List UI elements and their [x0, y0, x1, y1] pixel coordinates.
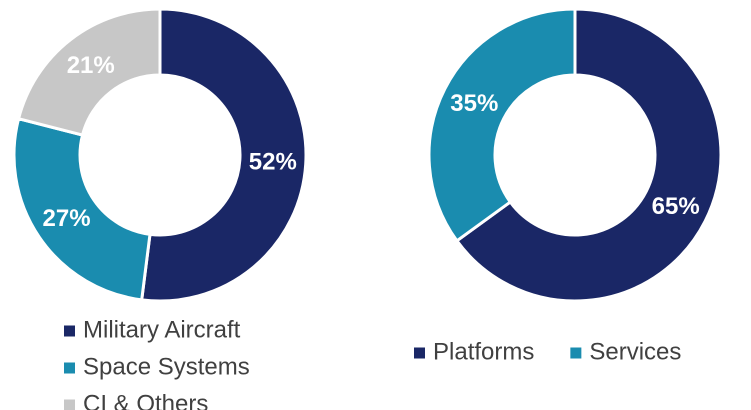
legend-marker — [64, 362, 75, 374]
legend-item-military-aircraft: Military Aircraft — [64, 317, 241, 344]
legend-label: Military Aircraft — [83, 317, 241, 344]
legend-item-space-systems: Space Systems — [64, 354, 250, 381]
legend: Platforms Services — [414, 339, 681, 366]
legend-item-services: Services — [570, 339, 681, 366]
legend-marker — [570, 347, 582, 359]
legend-item-platforms: Platforms — [414, 339, 534, 366]
legend-marker — [64, 325, 75, 337]
data-label-platforms: 65% — [652, 193, 700, 220]
donut-chart-left: 52% 27% 21% Military Aircraft Space Systems C… — [12, 7, 308, 410]
slice-services — [427, 7, 577, 243]
legend-marker — [414, 347, 425, 359]
legend-label: Platforms — [433, 339, 534, 366]
data-label-services: 35% — [450, 90, 498, 117]
slice-space-systems — [12, 116, 152, 302]
data-label-military-aircraft: 52% — [249, 149, 297, 176]
data-label-space-systems: 27% — [43, 205, 91, 232]
slice-ci-and-others — [16, 7, 162, 137]
legend-item-ci-and-others: CI & Others — [64, 391, 208, 410]
slice-military-aircraft — [140, 7, 308, 303]
donut-chart-right: 65% 35% Platforms Services — [414, 7, 723, 366]
slice-platforms — [454, 7, 723, 303]
legend-label: Space Systems — [83, 354, 250, 381]
legend-label: Services — [589, 339, 681, 366]
legend-label: CI & Others — [83, 391, 208, 410]
legend: Military Aircraft Space Systems CI & Other… — [64, 317, 250, 410]
data-label-ci-and-others: 21% — [67, 52, 115, 79]
legend-marker — [64, 399, 75, 410]
